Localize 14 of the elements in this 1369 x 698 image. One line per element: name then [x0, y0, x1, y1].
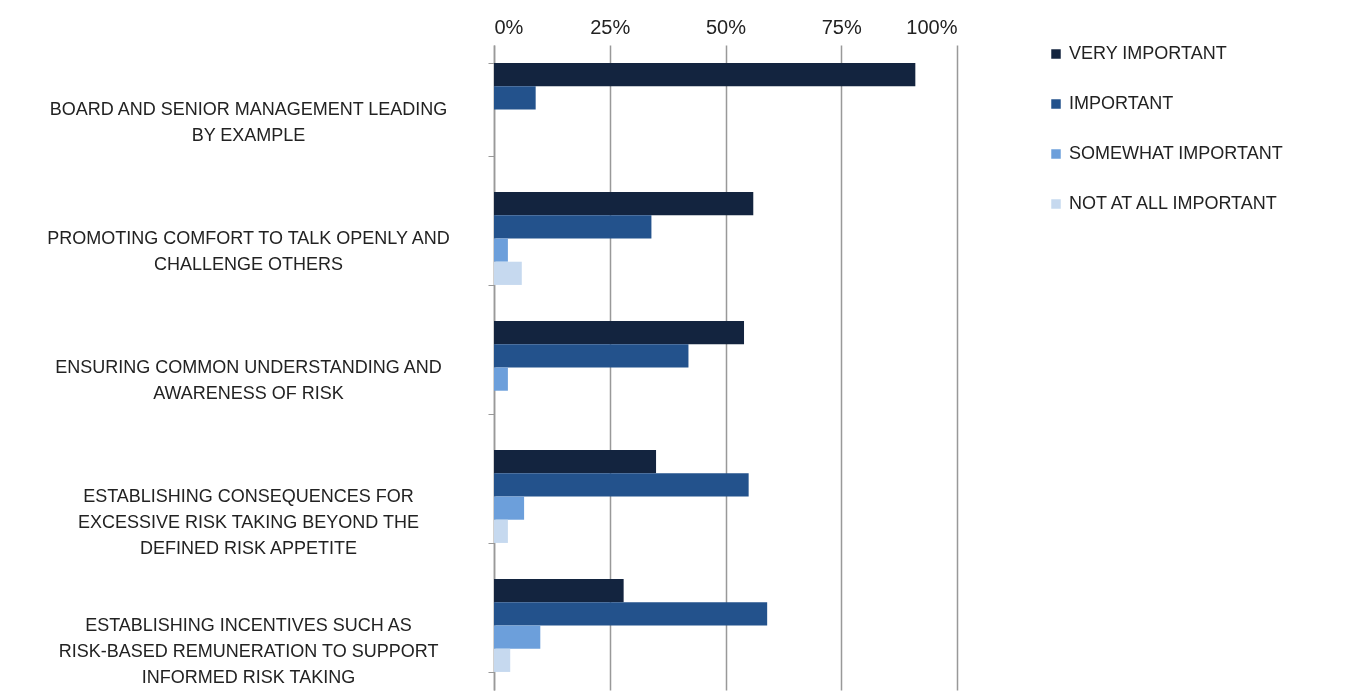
legend-label: VERY IMPORTANT: [1069, 43, 1227, 63]
y-tick-label: ENSURING COMMON UNDERSTANDING AND AWARENESS OF RISK: [55, 357, 442, 403]
y-tick-label: BOARD AND SENIOR MANAGEMENT LEADING BY EXAMPLE: [49, 99, 448, 145]
y-tick-label: ESTABLISHING INCENTIVES SUCH AS RISK-BASED REMUNERATION TO SUPPORT INFORMED RISK TAKING: [58, 615, 439, 687]
y-tick-label: PROMOTING COMFORT TO TALK OPENLY AND CHALLENGE OTHERS: [47, 228, 450, 274]
legend-label: IMPORTANT: [1069, 93, 1174, 113]
x-tick-label: 50%: [705, 15, 747, 38]
x-tick-label: 0%: [494, 15, 524, 38]
x-tick-label: 25%: [590, 15, 631, 38]
x-tick-label: 100%: [906, 15, 958, 38]
legend-label: NOT AT ALL IMPORTANT: [1069, 193, 1277, 213]
x-tick-label: 75%: [821, 15, 862, 38]
y-tick-label: ESTABLISHING CONSEQUENCES FOR EXCESSIVE RISK TAKING BEYOND THE DEFINED RISK APPETITE: [77, 486, 420, 558]
legend-label: SOMEWHAT IMPORTANT: [1069, 143, 1283, 163]
